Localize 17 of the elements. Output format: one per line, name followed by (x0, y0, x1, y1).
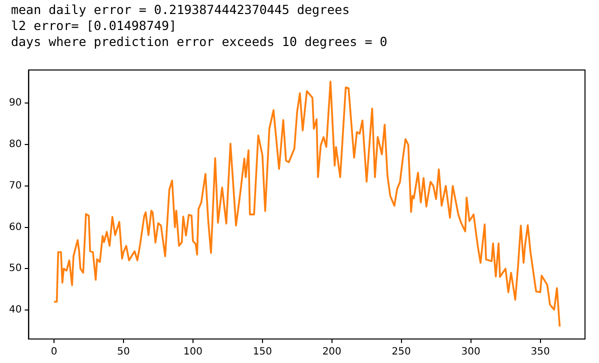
y-tick-label: 70 (8, 180, 22, 192)
x-tick-label: 150 (252, 346, 272, 358)
x-tick-label: 300 (461, 346, 480, 358)
x-tick-label: 100 (183, 346, 202, 358)
x-tick-label: 350 (530, 346, 550, 358)
y-tick-label: 80 (8, 139, 22, 150)
y-tick-label: 90 (8, 98, 22, 109)
x-tick-label: 50 (117, 346, 130, 358)
x-tick-label: 200 (322, 346, 342, 358)
y-tick-label: 60 (8, 222, 22, 233)
x-tick-label: 250 (392, 346, 411, 358)
text: l2 error= [0.01498749] (11, 18, 178, 34)
y-tick-label: 50 (8, 263, 22, 274)
text: mean daily error = 0.2193874442370445 degrees (11, 2, 351, 18)
text: days where prediction error exceeds 10 degrees = 0 (11, 34, 388, 50)
y-tick-label: 40 (8, 304, 22, 316)
x-tick-label: 0 (50, 346, 58, 358)
